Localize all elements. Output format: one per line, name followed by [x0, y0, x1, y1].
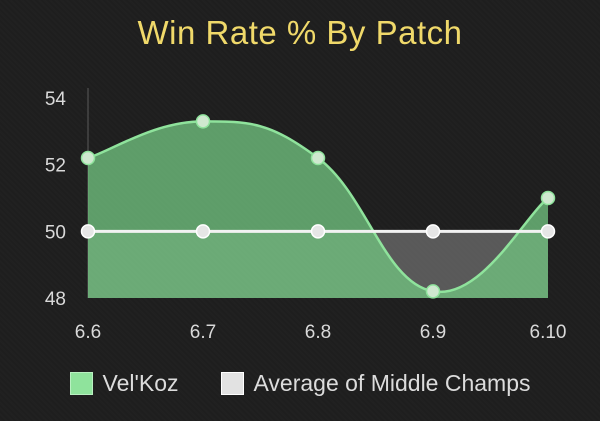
y-tick-label-0: 48 — [45, 289, 66, 310]
chart-legend: Vel'Koz Average of Middle Champs — [0, 370, 600, 397]
data-point-1-3 — [425, 224, 441, 239]
y-tick-label-1: 50 — [45, 222, 66, 243]
data-point-1-0 — [80, 224, 96, 239]
data-point-1-1 — [195, 224, 211, 239]
legend-label-average-middle: Average of Middle Champs — [253, 370, 531, 396]
y-tick-label-3: 54 — [45, 89, 67, 110]
x-tick-label-3: 6.9 — [420, 322, 446, 343]
legend-label-velkoz: Vel'Koz — [102, 370, 179, 396]
x-tick-label-2: 6.8 — [305, 322, 331, 343]
legend-swatch-velkoz — [69, 372, 93, 395]
data-point-1-2 — [310, 224, 326, 239]
series-area-0 — [88, 121, 548, 298]
data-point-1-4 — [540, 224, 556, 239]
data-point-0-4 — [540, 190, 556, 206]
legend-swatch-average-middle — [220, 372, 244, 395]
y-tick-label-2: 52 — [45, 156, 66, 177]
chart-title: Win Rate % By Patch — [137, 14, 463, 51]
data-point-0-0 — [80, 150, 96, 166]
x-tick-label-4: 6.10 — [530, 322, 567, 343]
x-tick-label-0: 6.6 — [75, 322, 101, 343]
legend-item-velkoz[interactable]: Vel'Koz — [69, 370, 179, 397]
data-point-0-1 — [195, 114, 211, 129]
data-point-0-2 — [310, 150, 326, 166]
x-tick-label-1: 6.7 — [190, 322, 216, 343]
legend-item-average-middle[interactable]: Average of Middle Champs — [220, 370, 531, 397]
data-point-0-3 — [425, 284, 441, 299]
series-line-0 — [87, 120, 549, 294]
